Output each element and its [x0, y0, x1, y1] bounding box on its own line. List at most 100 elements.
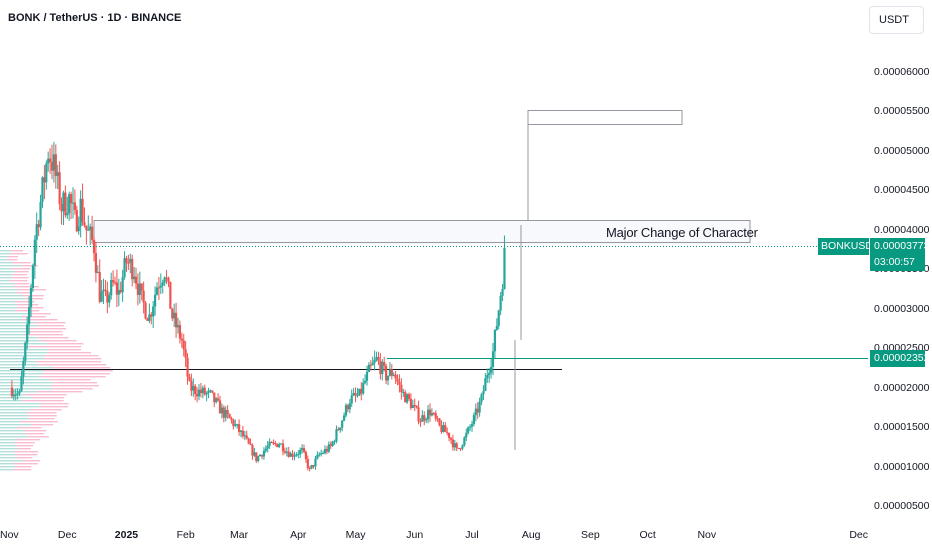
- candle-down: [434, 413, 437, 419]
- candle-up: [35, 224, 38, 240]
- choch-zone-box[interactable]: [93, 220, 751, 243]
- price-tick-label: 0.00001500: [874, 421, 930, 434]
- candle-up: [373, 359, 376, 363]
- candle-down: [134, 276, 138, 284]
- profile-bar-down: [28, 418, 55, 420]
- candle-down: [394, 374, 397, 379]
- candle-down: [213, 392, 216, 403]
- target-box[interactable]: [527, 110, 683, 125]
- candle-down: [251, 444, 254, 456]
- candle-up: [344, 405, 348, 416]
- profile-bar-down: [44, 358, 102, 360]
- candle-up: [327, 444, 330, 452]
- profile-bar-down: [39, 376, 106, 378]
- candle-up: [234, 424, 237, 426]
- annotation-label[interactable]: Major Change of Character: [606, 225, 758, 240]
- profile-bar-down: [36, 391, 83, 393]
- candle-down: [440, 425, 443, 432]
- candle-up: [392, 374, 395, 376]
- profile-bar-down: [14, 442, 35, 444]
- candle-down: [436, 418, 439, 420]
- candle-down: [354, 393, 357, 396]
- candle-down: [476, 408, 479, 413]
- profile-bar-down: [12, 469, 32, 471]
- candle-down: [106, 290, 109, 303]
- candle-up: [197, 389, 201, 397]
- candle-up: [468, 426, 472, 428]
- profile-bar-down: [21, 265, 38, 267]
- profile-bar-down: [28, 415, 57, 417]
- candle-down: [417, 407, 420, 422]
- candle-up: [27, 307, 31, 325]
- candle-up: [430, 413, 434, 416]
- profile-bar-up: [0, 292, 17, 294]
- profile-bar-up: [0, 400, 23, 402]
- candle-up: [161, 282, 164, 286]
- profile-bar-up: [0, 325, 38, 327]
- profile-bar-up: [0, 313, 31, 315]
- candle-up: [491, 351, 495, 367]
- candle-down: [415, 405, 418, 408]
- candle-up: [62, 192, 65, 212]
- profile-bar-up: [0, 337, 38, 339]
- profile-bar-up: [0, 436, 28, 438]
- profile-bar-down: [15, 310, 40, 312]
- candle-down: [218, 400, 222, 414]
- profile-bar-down: [37, 364, 107, 366]
- candle-up: [495, 325, 498, 330]
- symbol-title[interactable]: BONK / TetherUS · 1D · BINANCE: [8, 12, 182, 24]
- profile-bar-up: [0, 367, 53, 369]
- candle-down: [423, 415, 426, 421]
- candle-up: [253, 452, 256, 456]
- candle-down: [184, 349, 187, 358]
- profile-bar-down: [51, 385, 99, 387]
- candle-down: [249, 443, 252, 445]
- candle-up: [371, 362, 374, 366]
- profile-bar-up: [0, 295, 23, 297]
- candle-up: [421, 415, 424, 422]
- candle-up: [87, 229, 90, 231]
- profile-bar-down: [31, 397, 64, 399]
- candle-up: [463, 437, 466, 446]
- candle-down: [136, 283, 140, 296]
- profile-bar-down: [27, 436, 49, 438]
- price-lines: [0, 246, 868, 359]
- candle-down: [457, 447, 460, 449]
- candle-up: [31, 265, 35, 289]
- profile-bar-down: [49, 379, 91, 381]
- candle-down: [54, 154, 57, 177]
- profile-bar-up: [0, 364, 38, 366]
- candle-up: [411, 405, 414, 409]
- candle-down: [451, 439, 455, 448]
- candle-up: [402, 391, 405, 393]
- candle-up: [480, 394, 483, 402]
- profile-bar-up: [0, 445, 17, 447]
- candle-up: [39, 201, 42, 228]
- profile-bar-up: [0, 451, 14, 453]
- candle-down: [272, 442, 275, 444]
- candle-up: [323, 449, 327, 454]
- profile-bar-down: [25, 328, 66, 330]
- profile-bar-down: [15, 271, 29, 273]
- candle-up: [41, 177, 44, 202]
- candle-down: [409, 398, 413, 409]
- candle-up: [342, 415, 346, 421]
- profile-bar-down: [16, 292, 31, 294]
- candle-up: [341, 420, 344, 428]
- candle-down: [50, 162, 54, 171]
- candle-down: [260, 454, 264, 457]
- candle-down: [312, 465, 315, 467]
- price-tick-label: 0.00004500: [874, 184, 930, 197]
- candle-down: [241, 430, 245, 437]
- candle-up: [295, 454, 298, 456]
- profile-bar-down: [11, 250, 24, 252]
- candle-down: [302, 448, 306, 452]
- candle-up: [356, 395, 359, 397]
- candle-up: [405, 394, 409, 403]
- profile-bar-up: [0, 343, 47, 345]
- profile-bar-up: [0, 466, 16, 468]
- candle-down: [169, 281, 172, 309]
- currency-button[interactable]: USDT: [869, 6, 924, 34]
- profile-bar-up: [0, 388, 52, 390]
